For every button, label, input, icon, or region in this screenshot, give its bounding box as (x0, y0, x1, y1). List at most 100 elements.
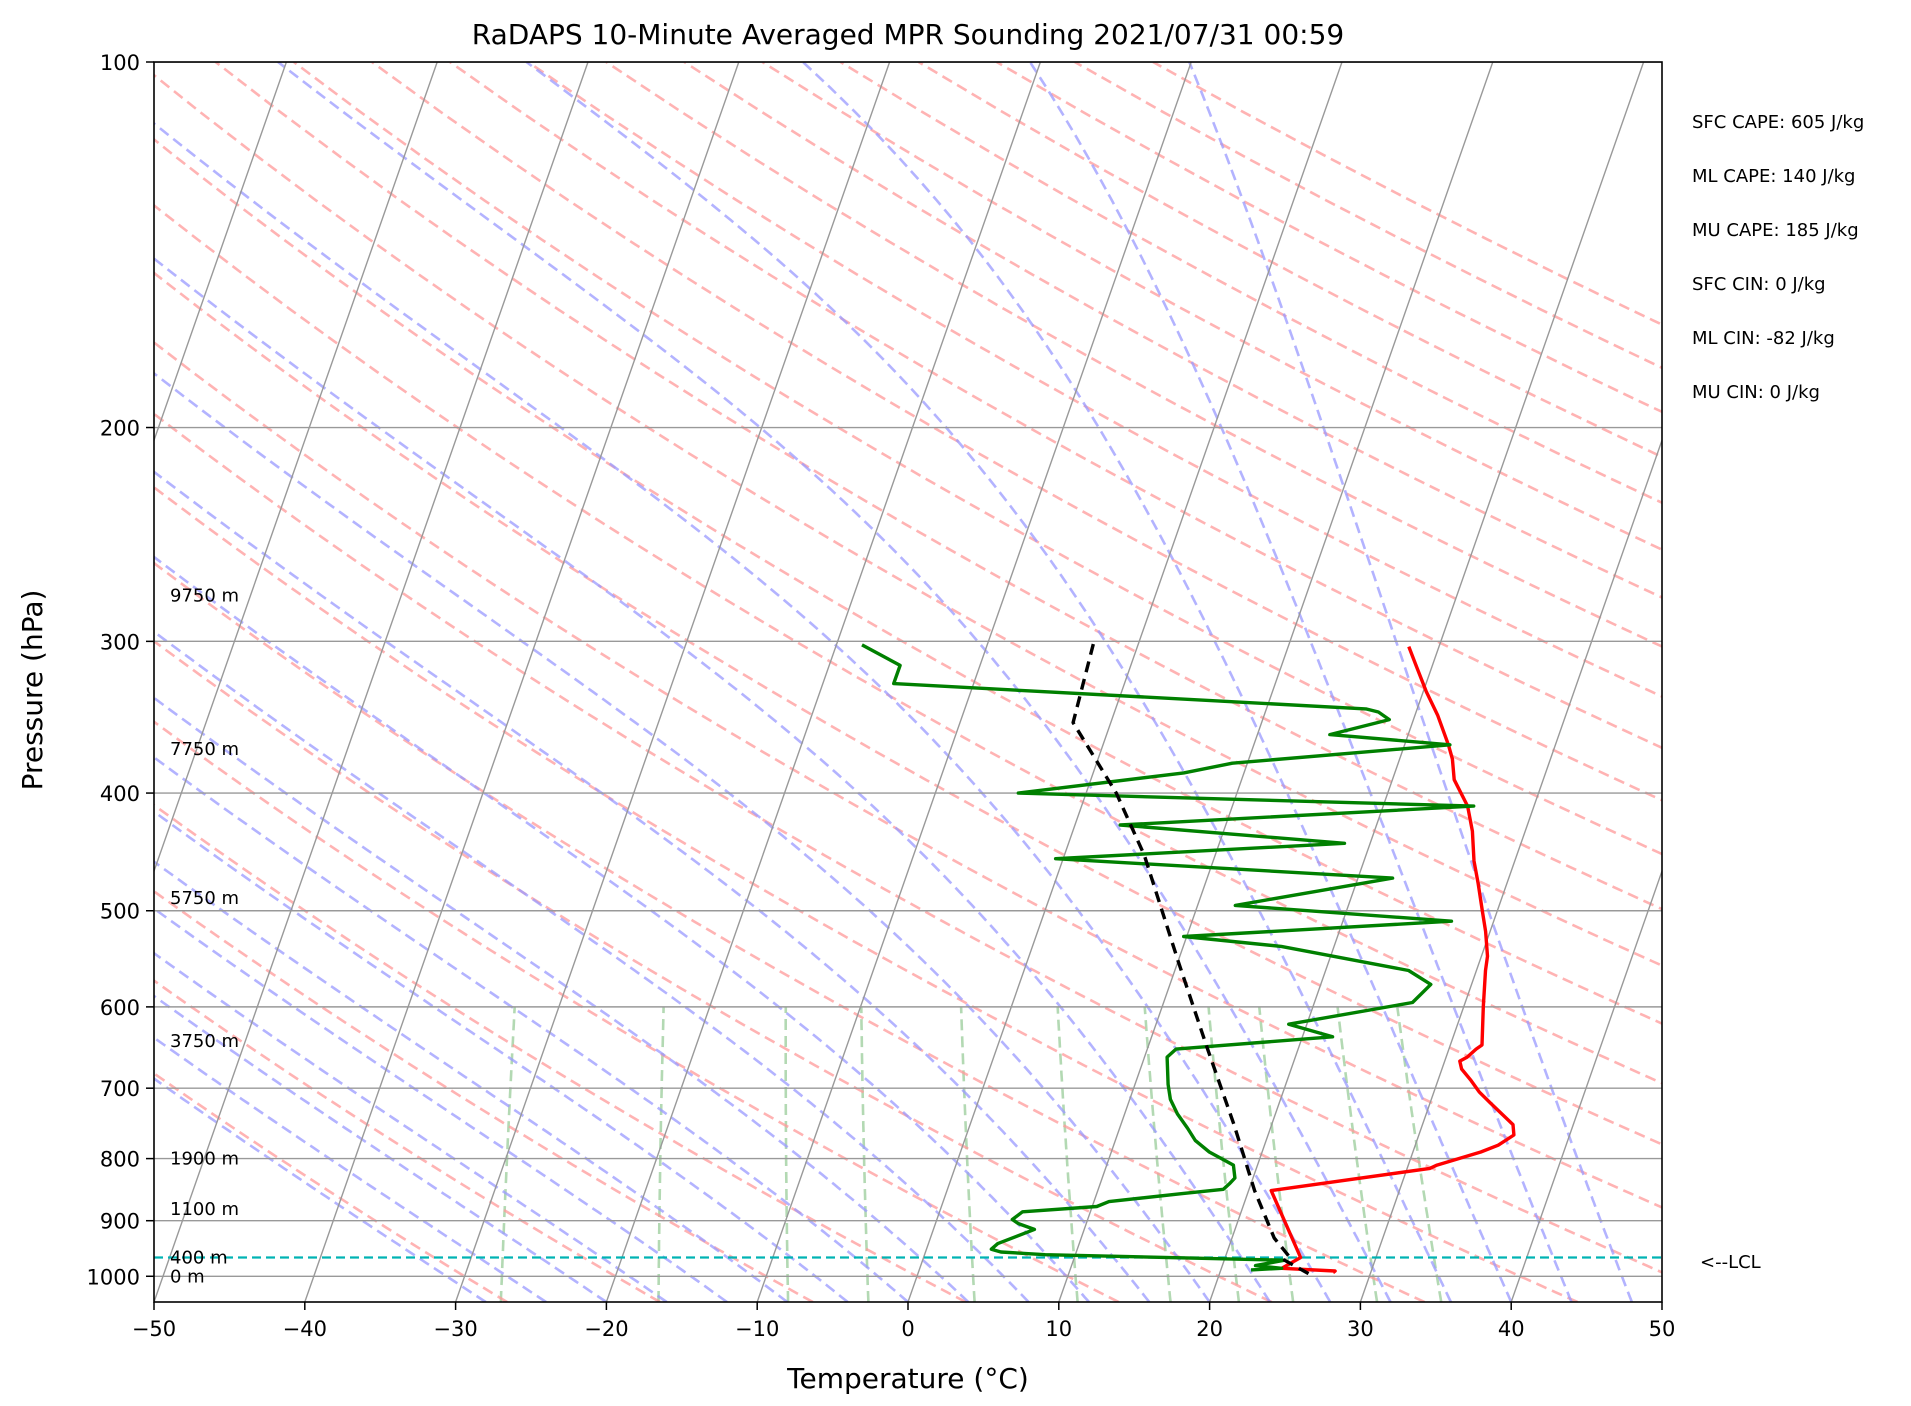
y-axis-ticks: 100 200 300 400 500 600 700 800 900 1000 (87, 51, 154, 1289)
height-label: 7750 m (170, 739, 239, 760)
mixing-ratio-line (784, 1006, 790, 1302)
isotherm-line (154, 62, 288, 443)
x-tick-label: 20 (1196, 1317, 1223, 1341)
dry-adiabat-line (449, 62, 1662, 750)
y-axis-label: Pressure (hPa) (16, 590, 49, 791)
dry-adiabat-line (154, 271, 1662, 1146)
stats-panel: SFC CAPE: 605 J/kg ML CAPE: 140 J/kg MU CA… (1692, 112, 1864, 403)
x-axis-label: Temperature (°C) (786, 1362, 1029, 1395)
moist-adiabat-line (154, 1077, 487, 1302)
x-tick-label: 10 (1045, 1317, 1072, 1341)
moist-adiabat-line (277, 62, 1392, 1302)
height-label: 400 m (170, 1247, 228, 1268)
isotherm-line (304, 62, 740, 1302)
moist-adiabat-line (154, 860, 789, 1302)
parcel-line (1071, 640, 1310, 1276)
stat-line: ML CIN: -82 J/kg (1692, 328, 1835, 349)
y-tick-label: 900 (100, 1210, 140, 1234)
y-tick-label: 300 (100, 630, 140, 654)
mixing-ratio-line (657, 1006, 665, 1302)
height-label: 1900 m (170, 1149, 239, 1170)
moist-adiabat-line (154, 1036, 547, 1302)
moist-adiabat-line (154, 810, 849, 1302)
y-tick-label: 400 (100, 782, 140, 806)
data-series (861, 640, 1516, 1276)
dry-adiabat-line (154, 203, 1662, 1085)
dry-adiabat-line (154, 561, 1426, 1302)
moist-adiabat-line (154, 121, 1332, 1302)
isotherm-line (1661, 1299, 1662, 1302)
x-axis-ticks: −50 −40 −30 −20 −10 0 10 20 30 40 50 (132, 1302, 1676, 1341)
dewpoint-line (861, 643, 1476, 1272)
x-tick-label: −20 (584, 1317, 628, 1341)
stat-line: MU CAPE: 185 J/kg (1692, 220, 1859, 241)
moist-adiabat-line (154, 256, 1271, 1302)
dry-adiabat-line (154, 889, 814, 1302)
mixing-ratio-line (1207, 1006, 1241, 1302)
isotherm-line (154, 62, 438, 874)
stat-line: SFC CAPE: 605 J/kg (1692, 112, 1864, 133)
isotherm-line (907, 62, 1343, 1302)
dry-adiabat-line (154, 485, 1579, 1302)
moist-adiabat-line (1188, 62, 1634, 1302)
temperature-line (1269, 645, 1516, 1274)
y-tick-label: 1000 (87, 1265, 140, 1289)
height-label: 1100 m (170, 1199, 239, 1220)
moist-adiabat-line (154, 755, 909, 1302)
moist-adiabat-line (154, 371, 1211, 1302)
dry-adiabat-line (839, 62, 1662, 505)
mixing-ratio-line (860, 1006, 870, 1302)
isotherm-line (605, 62, 1042, 1302)
x-tick-label: 40 (1498, 1317, 1525, 1341)
background-lines (154, 62, 1662, 1302)
y-tick-label: 200 (100, 417, 140, 441)
dry-adiabat-line (154, 979, 661, 1302)
chart-title: RaDAPS 10-Minute Averaged MPR Sounding 2… (472, 18, 1344, 51)
dry-adiabat-line (761, 62, 1662, 552)
dry-adiabat-line (154, 1071, 508, 1302)
dry-adiabat-line (214, 62, 1662, 911)
dry-adiabat-line (371, 62, 1662, 802)
y-tick-label: 800 (100, 1148, 140, 1172)
isotherm-line (154, 62, 589, 1302)
x-tick-label: −50 (132, 1317, 176, 1341)
x-tick-label: −40 (283, 1317, 327, 1341)
dry-adiabat-line (154, 639, 1273, 1302)
dry-adiabat-line (1074, 62, 1662, 370)
moist-adiabat-line (1028, 62, 1573, 1302)
dry-adiabat-line (1152, 62, 1662, 327)
height-label: 9750 m (170, 585, 239, 606)
moist-adiabat-line (154, 555, 1090, 1302)
dry-adiabat-line (996, 62, 1662, 414)
moist-adiabat-line (154, 696, 970, 1302)
height-label: 5750 m (170, 888, 239, 909)
mixing-ratio-line (1056, 1006, 1079, 1302)
mixing-ratio-line (1396, 1006, 1443, 1302)
x-tick-label: 0 (901, 1317, 914, 1341)
moist-adiabat-line (154, 994, 608, 1302)
dry-adiabat-line (154, 137, 1662, 1026)
dry-adiabat-line (154, 340, 1662, 1209)
isotherm-line (1208, 62, 1645, 1302)
moist-adiabat-line (154, 630, 1030, 1302)
y-tick-label: 500 (100, 900, 140, 924)
dry-adiabat-line (605, 62, 1662, 648)
lcl-label: <--LCL (1700, 1252, 1761, 1273)
moist-adiabat-line (525, 62, 1453, 1302)
mixing-ratio-line (499, 1006, 516, 1302)
moist-adiabat-line (154, 951, 668, 1302)
x-tick-label: 30 (1347, 1317, 1374, 1341)
y-tick-label: 100 (100, 51, 140, 75)
y-tick-label: 600 (100, 996, 140, 1020)
height-label: 3750 m (170, 1031, 239, 1052)
x-tick-label: 50 (1649, 1317, 1676, 1341)
height-label: 0 m (170, 1266, 205, 1287)
y-tick-label: 700 (100, 1077, 140, 1101)
dry-adiabat-line (293, 62, 1662, 856)
dry-adiabat-line (154, 73, 1662, 967)
isotherm-line (756, 62, 1192, 1302)
stat-line: MU CIN: 0 J/kg (1692, 382, 1820, 403)
dry-adiabat-line (917, 62, 1662, 459)
